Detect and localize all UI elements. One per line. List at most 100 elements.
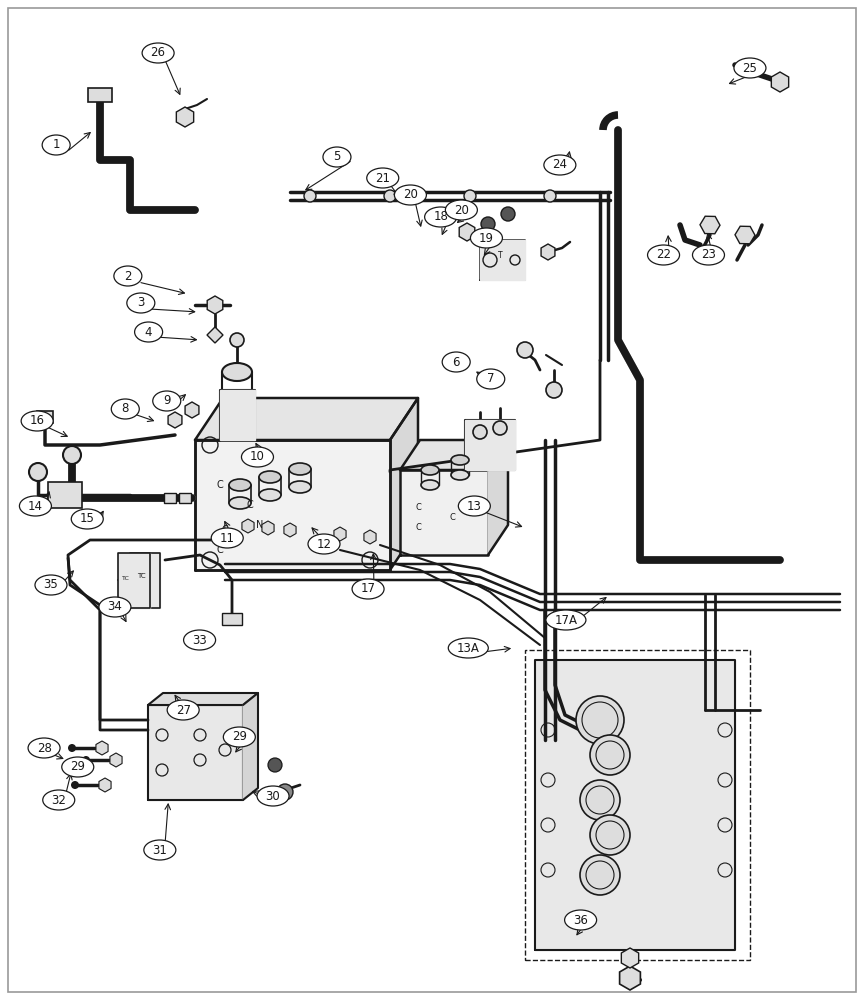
Text: C: C (217, 545, 224, 555)
Text: 31: 31 (152, 844, 168, 856)
Ellipse shape (352, 579, 384, 599)
Circle shape (590, 815, 630, 855)
Ellipse shape (28, 738, 60, 758)
Text: 29: 29 (70, 760, 86, 774)
Text: 12: 12 (316, 538, 332, 550)
Ellipse shape (223, 727, 256, 747)
Ellipse shape (734, 58, 766, 78)
Ellipse shape (61, 757, 94, 777)
Circle shape (277, 784, 293, 800)
Text: TC: TC (137, 573, 146, 579)
Ellipse shape (127, 293, 155, 313)
Ellipse shape (448, 638, 488, 658)
Text: 28: 28 (36, 742, 52, 754)
Polygon shape (390, 398, 418, 570)
Polygon shape (130, 553, 160, 608)
Circle shape (580, 780, 620, 820)
Text: 14: 14 (28, 499, 43, 512)
Circle shape (590, 735, 630, 775)
Text: TC: TC (122, 576, 130, 581)
Ellipse shape (470, 228, 503, 248)
Ellipse shape (111, 399, 139, 419)
FancyBboxPatch shape (37, 411, 53, 423)
Ellipse shape (564, 910, 597, 930)
Ellipse shape (445, 200, 478, 220)
Polygon shape (400, 470, 488, 555)
Text: 32: 32 (51, 794, 67, 806)
Bar (222, 613, 242, 625)
Bar (88, 88, 112, 102)
Text: 17A: 17A (555, 613, 577, 626)
Circle shape (473, 425, 487, 439)
Text: 36: 36 (573, 914, 588, 926)
Text: 33: 33 (192, 634, 207, 647)
Polygon shape (195, 398, 418, 440)
Text: 11: 11 (219, 532, 235, 544)
Circle shape (544, 190, 556, 202)
Text: C: C (222, 525, 228, 535)
Bar (179, 493, 191, 503)
Text: 15: 15 (79, 512, 95, 526)
Text: C: C (450, 513, 456, 522)
FancyBboxPatch shape (48, 482, 82, 508)
Circle shape (517, 342, 533, 358)
Text: 24: 24 (552, 158, 568, 172)
Polygon shape (195, 440, 390, 570)
Text: C: C (415, 523, 421, 532)
Circle shape (29, 463, 47, 481)
Ellipse shape (394, 185, 427, 205)
Text: 7: 7 (487, 372, 494, 385)
Ellipse shape (289, 481, 311, 493)
Text: 23: 23 (701, 248, 716, 261)
Text: T: T (498, 251, 503, 260)
Ellipse shape (543, 155, 576, 175)
Ellipse shape (183, 630, 216, 650)
Polygon shape (488, 440, 508, 555)
Text: 8: 8 (122, 402, 129, 416)
Circle shape (576, 696, 624, 744)
Ellipse shape (42, 790, 75, 810)
Ellipse shape (692, 245, 725, 265)
Ellipse shape (451, 455, 469, 465)
Circle shape (481, 217, 495, 231)
Ellipse shape (477, 369, 505, 389)
Polygon shape (148, 705, 243, 800)
Ellipse shape (229, 479, 251, 491)
Ellipse shape (289, 463, 311, 475)
Circle shape (546, 382, 562, 398)
Ellipse shape (451, 470, 469, 480)
Ellipse shape (167, 700, 200, 720)
Text: C: C (415, 503, 421, 512)
Text: 4: 4 (145, 326, 152, 338)
Circle shape (384, 190, 396, 202)
Text: 30: 30 (265, 790, 281, 802)
Text: 27: 27 (175, 704, 191, 716)
Ellipse shape (42, 135, 70, 155)
Text: 2: 2 (124, 269, 131, 282)
Polygon shape (243, 693, 258, 800)
Ellipse shape (21, 411, 54, 431)
Text: 13A: 13A (457, 642, 480, 654)
Ellipse shape (257, 786, 289, 806)
Text: 9: 9 (163, 394, 170, 408)
Circle shape (268, 758, 282, 772)
Circle shape (493, 421, 507, 435)
Ellipse shape (142, 43, 175, 63)
Ellipse shape (241, 447, 274, 467)
Circle shape (580, 855, 620, 895)
Ellipse shape (211, 528, 244, 548)
Ellipse shape (366, 168, 399, 188)
Ellipse shape (153, 391, 181, 411)
Ellipse shape (647, 245, 680, 265)
Polygon shape (220, 390, 255, 440)
Ellipse shape (546, 610, 586, 630)
Text: 6: 6 (453, 356, 460, 368)
Ellipse shape (259, 489, 281, 501)
Polygon shape (480, 240, 525, 280)
Ellipse shape (323, 147, 351, 167)
Ellipse shape (71, 509, 104, 529)
Ellipse shape (35, 575, 67, 595)
Text: 22: 22 (656, 248, 671, 261)
Polygon shape (535, 660, 735, 950)
Circle shape (71, 781, 79, 789)
